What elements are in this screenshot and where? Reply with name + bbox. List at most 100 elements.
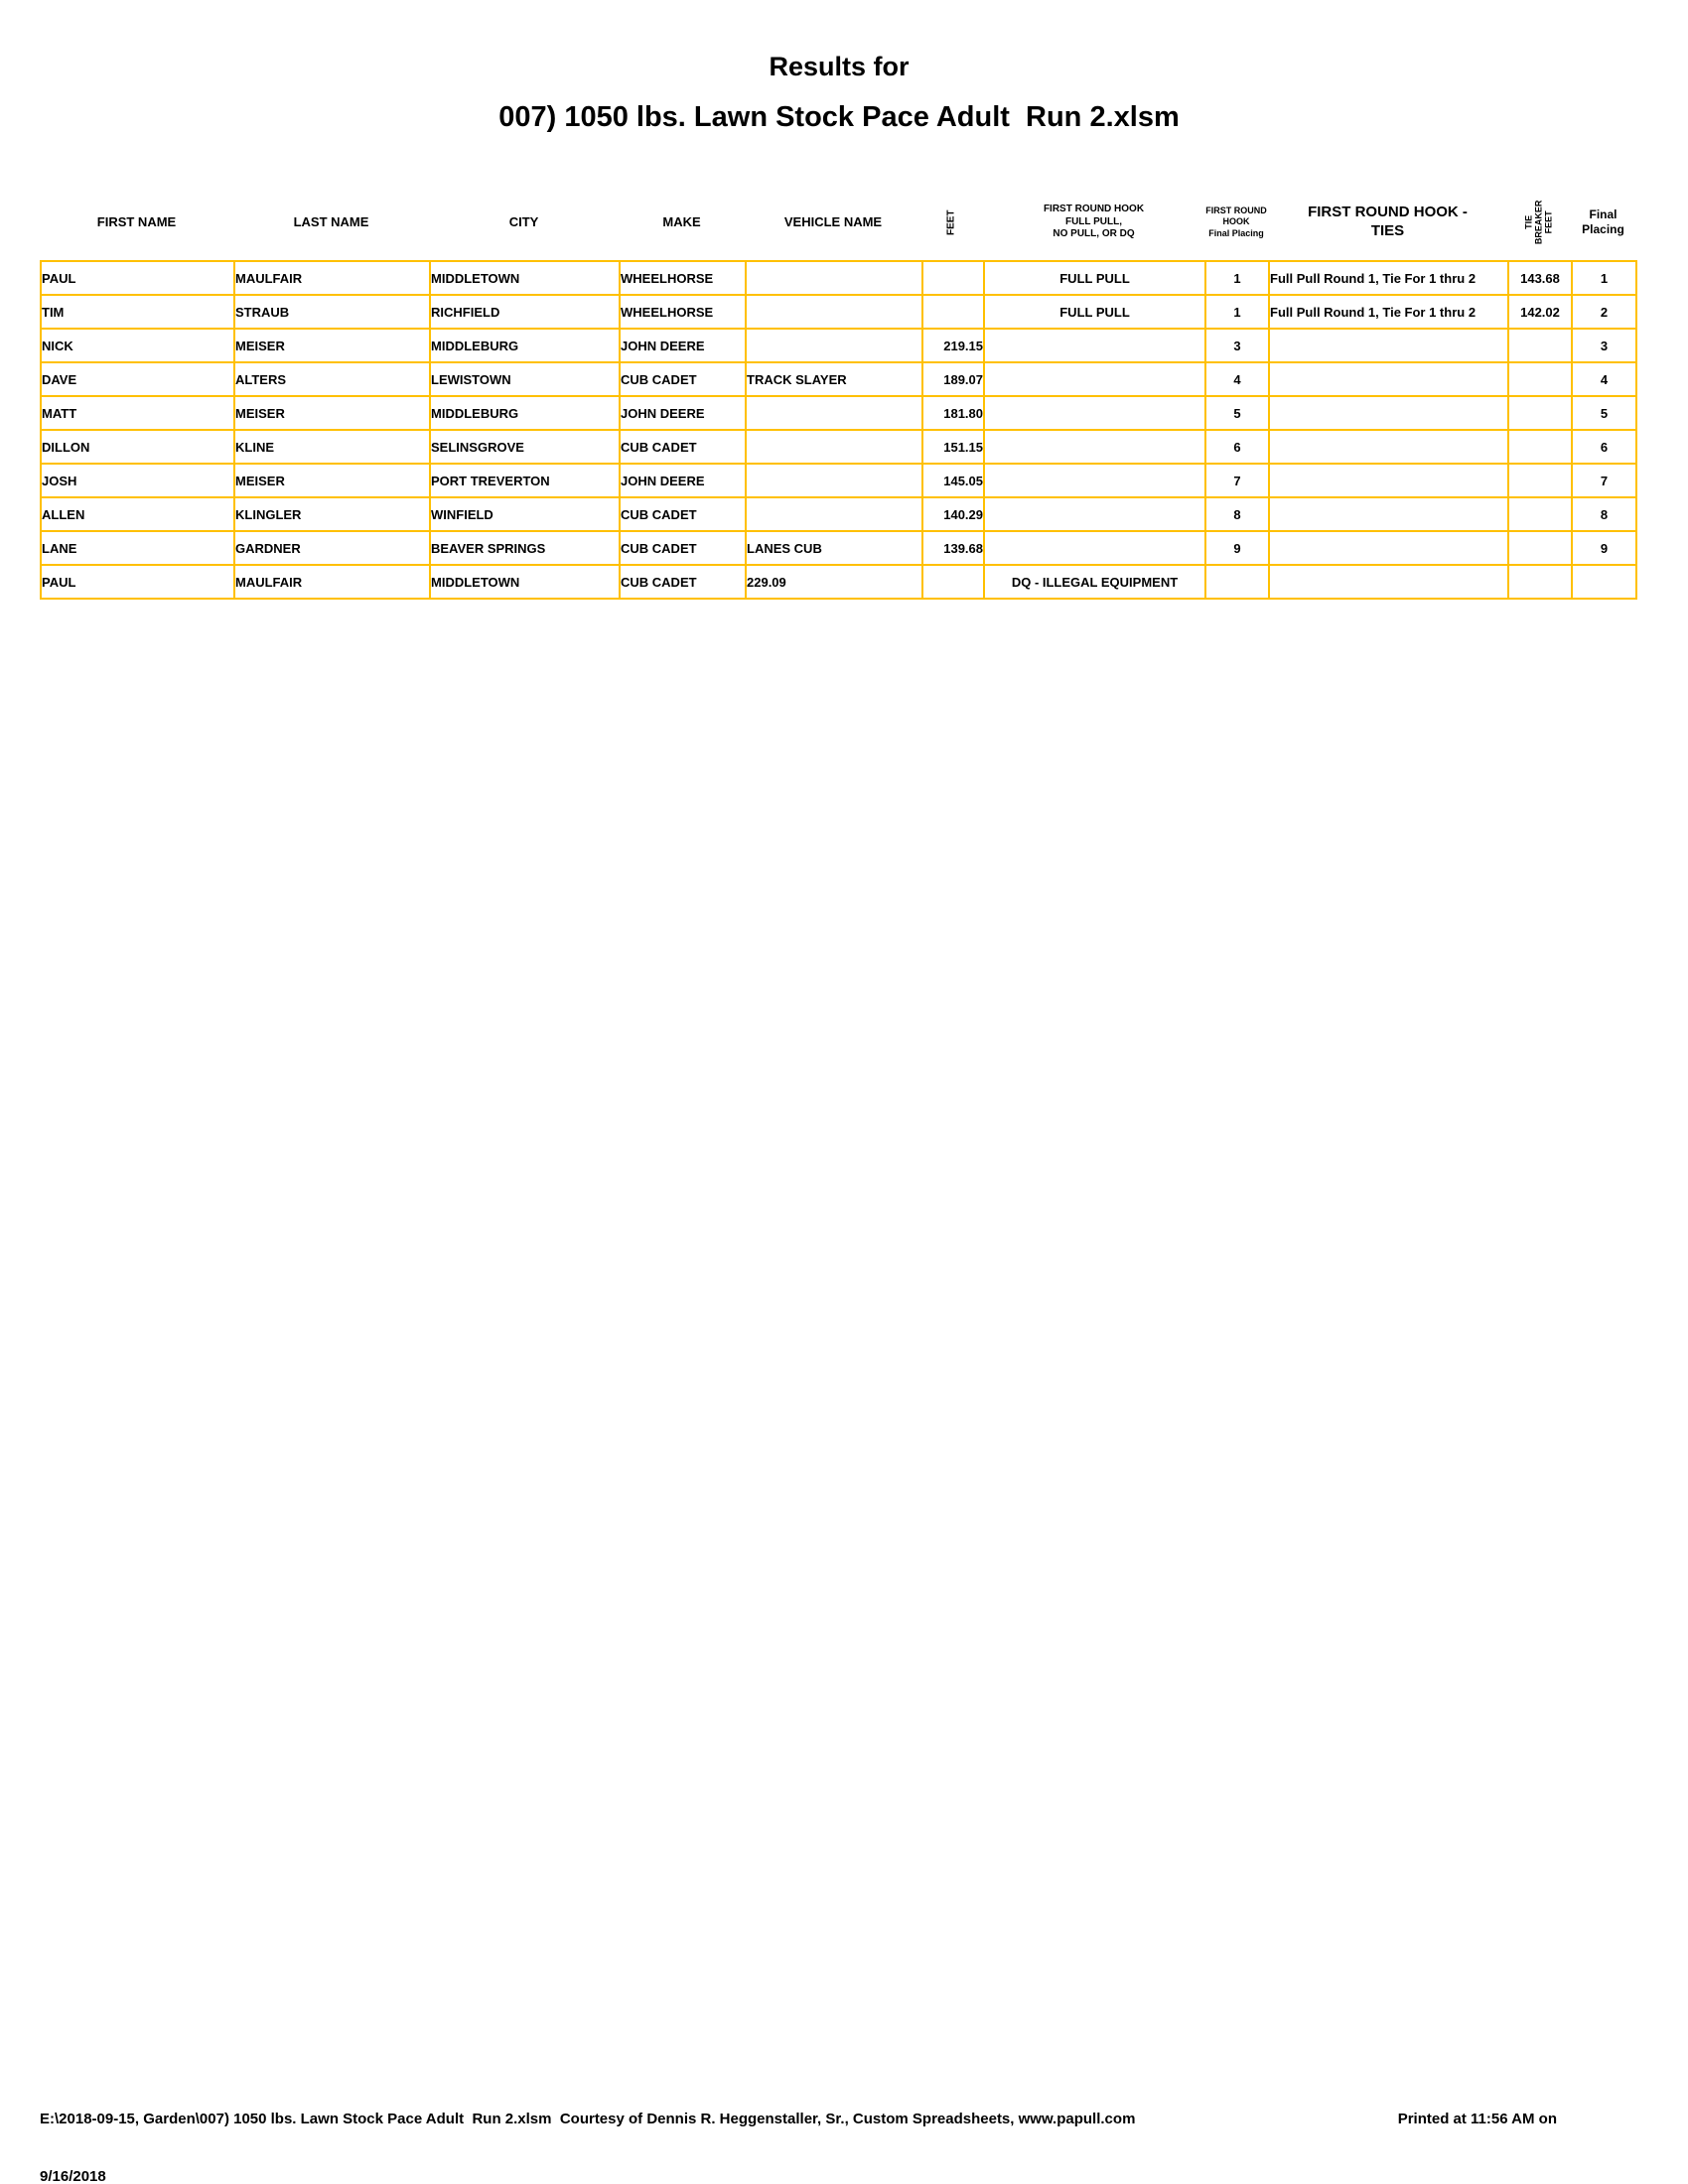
cell-final-placing: 5 <box>1571 395 1637 431</box>
cell-final-placing: 6 <box>1571 429 1637 465</box>
cell-vehicle-name: LANES CUB <box>745 530 923 566</box>
cell-first-round-hook-result: FULL PULL <box>983 260 1206 296</box>
cell-tie-breaker-feet <box>1507 496 1573 532</box>
cell-tie-breaker-feet <box>1507 564 1573 600</box>
column-header-vehicle-name: VEHICLE NAME <box>783 213 883 229</box>
cell-first-round-hook-ties <box>1268 496 1509 532</box>
cell-first-round-hook-placing: 3 <box>1204 328 1270 363</box>
cell-first-round-hook-result <box>983 496 1206 532</box>
cell-vehicle-name <box>745 294 923 330</box>
cell-final-placing: 9 <box>1571 530 1637 566</box>
cell-city: MIDDLEBURG <box>429 395 621 431</box>
cell-first-round-hook-ties <box>1268 564 1509 600</box>
cell-first-round-hook-placing: 1 <box>1204 294 1270 330</box>
cell-first-name: PAUL <box>40 260 235 296</box>
cell-vehicle-name <box>745 328 923 363</box>
cell-make: CUB CADET <box>619 496 747 532</box>
cell-first-round-hook-placing <box>1204 564 1270 600</box>
cell-first-round-hook-result <box>983 463 1206 498</box>
footer-date: 9/16/2018 <box>40 2168 106 2184</box>
cell-tie-breaker-feet <box>1507 429 1573 465</box>
cell-city: PORT TREVERTON <box>429 463 621 498</box>
cell-make: WHEELHORSE <box>619 260 747 296</box>
cell-final-placing: 8 <box>1571 496 1637 532</box>
column-header-last-name: LAST NAME <box>293 213 369 229</box>
footer-line1: E:\2018-09-15, Garden\007) 1050 lbs. Law… <box>40 2111 1557 2127</box>
table-row: PAUL MAULFAIR MIDDLETOWN WHEELHORSE FULL PUL… <box>40 260 1637 296</box>
cell-first-round-hook-result <box>983 429 1206 465</box>
cell-vehicle-name <box>745 260 923 296</box>
cell-first-round-hook-ties: Full Pull Round 1, Tie For 1 thru 2 <box>1268 294 1509 330</box>
cell-last-name: MEISER <box>233 328 431 363</box>
page-footer: E:\2018-09-15, Garden\007) 1050 lbs. Law… <box>40 2077 1557 2184</box>
column-header-feet: FEET <box>945 209 957 235</box>
cell-last-name: ALTERS <box>233 361 431 397</box>
table-row: DILLON KLINE SELINSGROVE CUB CADET 151.15 6 6 <box>40 429 1637 465</box>
cell-last-name: KLINGLER <box>233 496 431 532</box>
cell-city: BEAVER SPRINGS <box>429 530 621 566</box>
cell-vehicle-name: TRACK SLAYER <box>745 361 923 397</box>
cell-feet: 139.68 <box>921 530 985 566</box>
cell-first-name: MATT <box>40 395 235 431</box>
cell-last-name: MEISER <box>233 463 431 498</box>
cell-vehicle-name: 229.09 <box>745 564 923 600</box>
cell-first-name: TIM <box>40 294 235 330</box>
cell-city: SELINSGROVE <box>429 429 621 465</box>
column-header-first-name: FIRST NAME <box>96 213 177 229</box>
cell-first-round-hook-placing: 4 <box>1204 361 1270 397</box>
cell-city: LEWISTOWN <box>429 361 621 397</box>
cell-last-name: MAULFAIR <box>233 260 431 296</box>
table-row: MATT MEISER MIDDLEBURG JOHN DEERE 181.80 5 5 <box>40 395 1637 431</box>
cell-first-round-hook-placing: 6 <box>1204 429 1270 465</box>
column-header-first-round-hook-placing: FIRST ROUND HOOK Final Placing <box>1205 205 1267 238</box>
cell-last-name: KLINE <box>233 429 431 465</box>
cell-feet: 145.05 <box>921 463 985 498</box>
cell-first-name: LANE <box>40 530 235 566</box>
cell-feet <box>921 564 985 600</box>
cell-tie-breaker-feet <box>1507 530 1573 566</box>
cell-tie-breaker-feet: 143.68 <box>1507 260 1573 296</box>
cell-city: MIDDLEBURG <box>429 328 621 363</box>
cell-first-name: ALLEN <box>40 496 235 532</box>
cell-make: CUB CADET <box>619 530 747 566</box>
cell-make: JOHN DEERE <box>619 395 747 431</box>
cell-final-placing: 3 <box>1571 328 1637 363</box>
cell-first-round-hook-ties: Full Pull Round 1, Tie For 1 thru 2 <box>1268 260 1509 296</box>
cell-make: CUB CADET <box>619 429 747 465</box>
cell-first-round-hook-ties <box>1268 361 1509 397</box>
cell-last-name: STRAUB <box>233 294 431 330</box>
cell-tie-breaker-feet <box>1507 395 1573 431</box>
cell-first-round-hook-placing: 5 <box>1204 395 1270 431</box>
cell-feet: 151.15 <box>921 429 985 465</box>
table-row: LANE GARDNER BEAVER SPRINGS CUB CADET LANES … <box>40 530 1637 566</box>
cell-feet: 219.15 <box>921 328 985 363</box>
cell-feet <box>921 294 985 330</box>
cell-final-placing <box>1571 564 1637 600</box>
cell-final-placing: 7 <box>1571 463 1637 498</box>
cell-tie-breaker-feet: 142.02 <box>1507 294 1573 330</box>
cell-vehicle-name <box>745 429 923 465</box>
cell-first-name: PAUL <box>40 564 235 600</box>
cell-feet: 140.29 <box>921 496 985 532</box>
table-row: JOSH MEISER PORT TREVERTON JOHN DEERE 145.05… <box>40 463 1637 498</box>
cell-first-round-hook-placing: 1 <box>1204 260 1270 296</box>
cell-first-round-hook-result <box>983 361 1206 397</box>
cell-last-name: MEISER <box>233 395 431 431</box>
cell-feet: 181.80 <box>921 395 985 431</box>
cell-last-name: MAULFAIR <box>233 564 431 600</box>
cell-feet <box>921 260 985 296</box>
cell-first-round-hook-ties <box>1268 530 1509 566</box>
cell-make: WHEELHORSE <box>619 294 747 330</box>
column-header-first-round-hook-ties: FIRST ROUND HOOK - TIES <box>1308 204 1468 239</box>
table-row: PAUL MAULFAIR MIDDLETOWN CUB CADET 229.09 DQ … <box>40 564 1637 600</box>
cell-first-name: NICK <box>40 328 235 363</box>
cell-first-round-hook-placing: 9 <box>1204 530 1270 566</box>
column-header-final-placing: Final Placing <box>1582 207 1624 236</box>
table-row: NICK MEISER MIDDLEBURG JOHN DEERE 219.15 3 3 <box>40 328 1637 363</box>
cell-first-round-hook-ties <box>1268 328 1509 363</box>
cell-city: WINFIELD <box>429 496 621 532</box>
cell-first-round-hook-ties <box>1268 429 1509 465</box>
results-table: PAUL MAULFAIR MIDDLETOWN WHEELHORSE FULL PUL… <box>40 260 1637 600</box>
footer-printed-at: Printed at 11:56 AM on <box>1397 2111 1557 2127</box>
